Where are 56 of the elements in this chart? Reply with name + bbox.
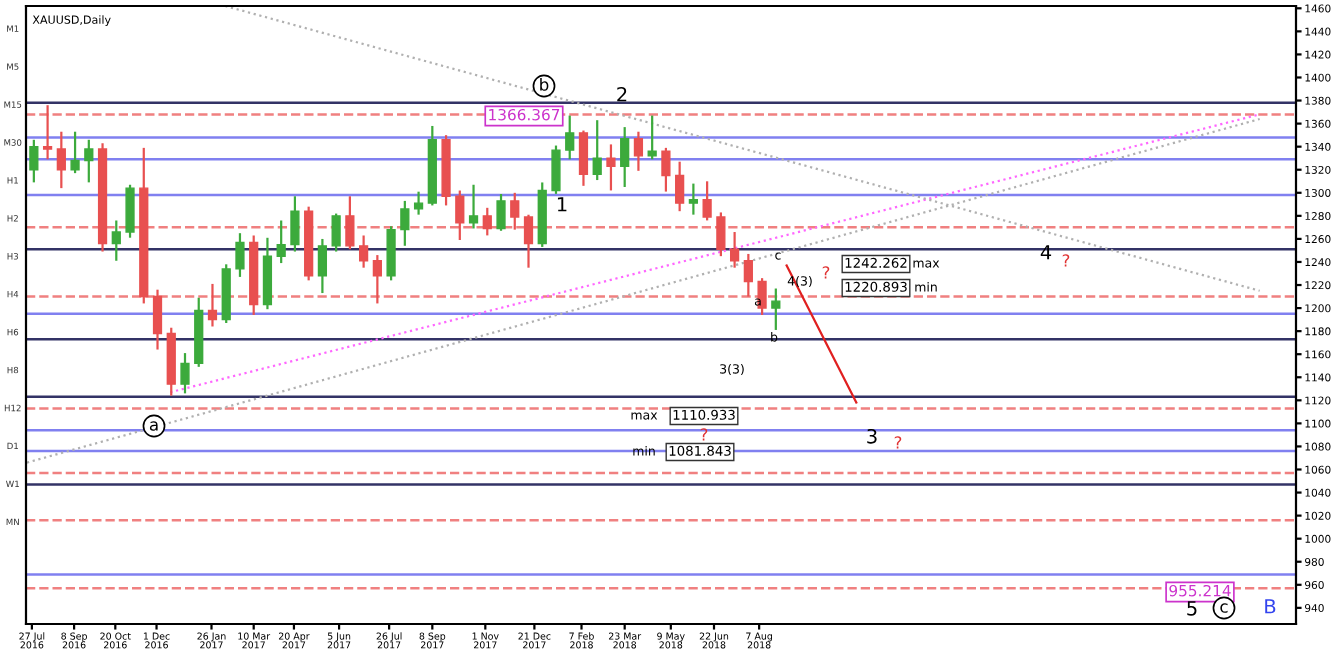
candlestick	[523, 214, 534, 268]
candlestick	[551, 145, 561, 194]
annotation: a	[149, 421, 158, 431]
candlestick	[771, 288, 781, 330]
candlestick	[688, 183, 699, 215]
candlestick	[84, 139, 94, 183]
candlestick	[29, 139, 39, 183]
candlestick	[647, 115, 657, 160]
candlestick	[592, 120, 602, 181]
candlestick	[331, 213, 341, 252]
annotation: c	[1220, 603, 1228, 613]
candlestick	[386, 226, 396, 281]
candlestick	[565, 115, 575, 160]
candlestick	[70, 131, 80, 174]
candlestick	[345, 196, 355, 250]
candlestick	[716, 212, 726, 257]
candlestick	[578, 130, 589, 186]
candlestick	[455, 190, 465, 241]
annotation: B	[1265, 599, 1276, 614]
candlestick	[125, 184, 135, 238]
annotation: ?	[700, 428, 708, 441]
annotation: ?	[822, 266, 830, 279]
candlestick	[729, 232, 740, 268]
candlestick	[482, 207, 492, 236]
candlestick	[358, 235, 369, 268]
candlestick	[633, 131, 644, 171]
candlestick	[235, 233, 245, 277]
candlestick	[661, 147, 671, 192]
candlestick	[757, 278, 767, 315]
candlestick	[152, 289, 163, 350]
candlestick	[372, 255, 382, 304]
candlestick	[207, 283, 218, 327]
annotation: ?	[894, 436, 902, 449]
candlestick	[496, 193, 506, 231]
candlestick	[606, 144, 616, 191]
annotation: 1	[557, 197, 567, 212]
annotation: 2	[617, 86, 627, 102]
candlestick	[702, 181, 712, 221]
candlestick	[290, 196, 300, 252]
candlestick	[276, 220, 286, 264]
candlestick	[180, 353, 190, 394]
annotation: b	[540, 77, 549, 91]
candlestick	[510, 192, 520, 230]
candlestick	[400, 200, 410, 246]
candlestick	[675, 161, 685, 212]
candlestick	[620, 127, 630, 187]
candlestick	[743, 253, 753, 297]
candlestick	[468, 184, 479, 229]
candlestick	[111, 220, 121, 261]
candlestick	[56, 131, 66, 189]
candlestick	[413, 191, 424, 215]
annotation: 3	[867, 428, 877, 444]
annotation: 5	[1187, 601, 1197, 616]
candlestick	[42, 105, 53, 160]
candlestick	[317, 238, 328, 294]
annotation: ?	[1062, 254, 1070, 267]
